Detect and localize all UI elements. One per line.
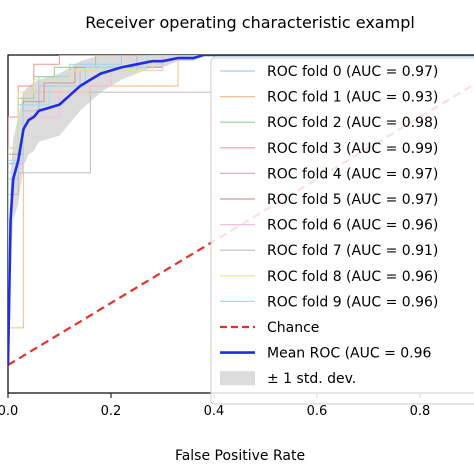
x-tick-label: 0.2	[101, 404, 122, 419]
mean-line-layer	[8, 55, 474, 366]
legend-chance-label: Chance	[267, 320, 319, 336]
legend-std-dev-label: ± 1 std. dev.	[267, 371, 356, 387]
roc-fold-1-line	[8, 55, 474, 365]
x-ticks: 0.0 0.2 0.4 0.6 0.8	[0, 393, 430, 419]
legend-std-dev-swatch	[220, 371, 255, 386]
legend-roc-fold-4-label: ROC fold 4 (AUC = 0.97)	[267, 166, 438, 182]
legend-roc-fold-5-label: ROC fold 5 (AUC = 0.97)	[267, 192, 438, 208]
plot-area: 0.0 0.2 0.4 0.6 0.8	[0, 54, 474, 419]
legend-roc-fold-1-label: ROC fold 1 (AUC = 0.93)	[267, 90, 438, 106]
legend-box	[210, 57, 474, 405]
legend-roc-fold-6-label: ROC fold 6 (AUC = 0.96)	[267, 218, 438, 234]
x-tick-label: 0.6	[307, 404, 328, 419]
legend-roc-fold-8-label: ROC fold 8 (AUC = 0.96)	[267, 269, 438, 285]
legend-roc-fold-0-label: ROC fold 0 (AUC = 0.97)	[267, 64, 438, 80]
legend-mean-roc-label: Mean ROC (AUC = 0.96	[267, 346, 432, 362]
x-axis-label: False Positive Rate	[175, 448, 305, 464]
x-tick-label: 0.0	[0, 404, 18, 419]
mean-roc-line	[8, 55, 474, 366]
x-tick-label: 0.8	[410, 404, 431, 419]
x-tick-label: 0.4	[204, 404, 225, 419]
chart-title: Receiver operating characteristic exampl	[85, 13, 415, 32]
legend: ROC fold 0 (AUC = 0.97) ROC fold 1 (AUC =…	[210, 57, 474, 405]
legend-roc-fold-3-label: ROC fold 3 (AUC = 0.99)	[267, 141, 438, 157]
legend-roc-fold-2-label: ROC fold 2 (AUC = 0.98)	[267, 115, 438, 131]
roc-fold-8-line	[8, 55, 474, 365]
legend-roc-fold-7-label: ROC fold 7 (AUC = 0.91)	[267, 243, 438, 259]
legend-roc-fold-9-label: ROC fold 9 (AUC = 0.96)	[267, 294, 438, 310]
